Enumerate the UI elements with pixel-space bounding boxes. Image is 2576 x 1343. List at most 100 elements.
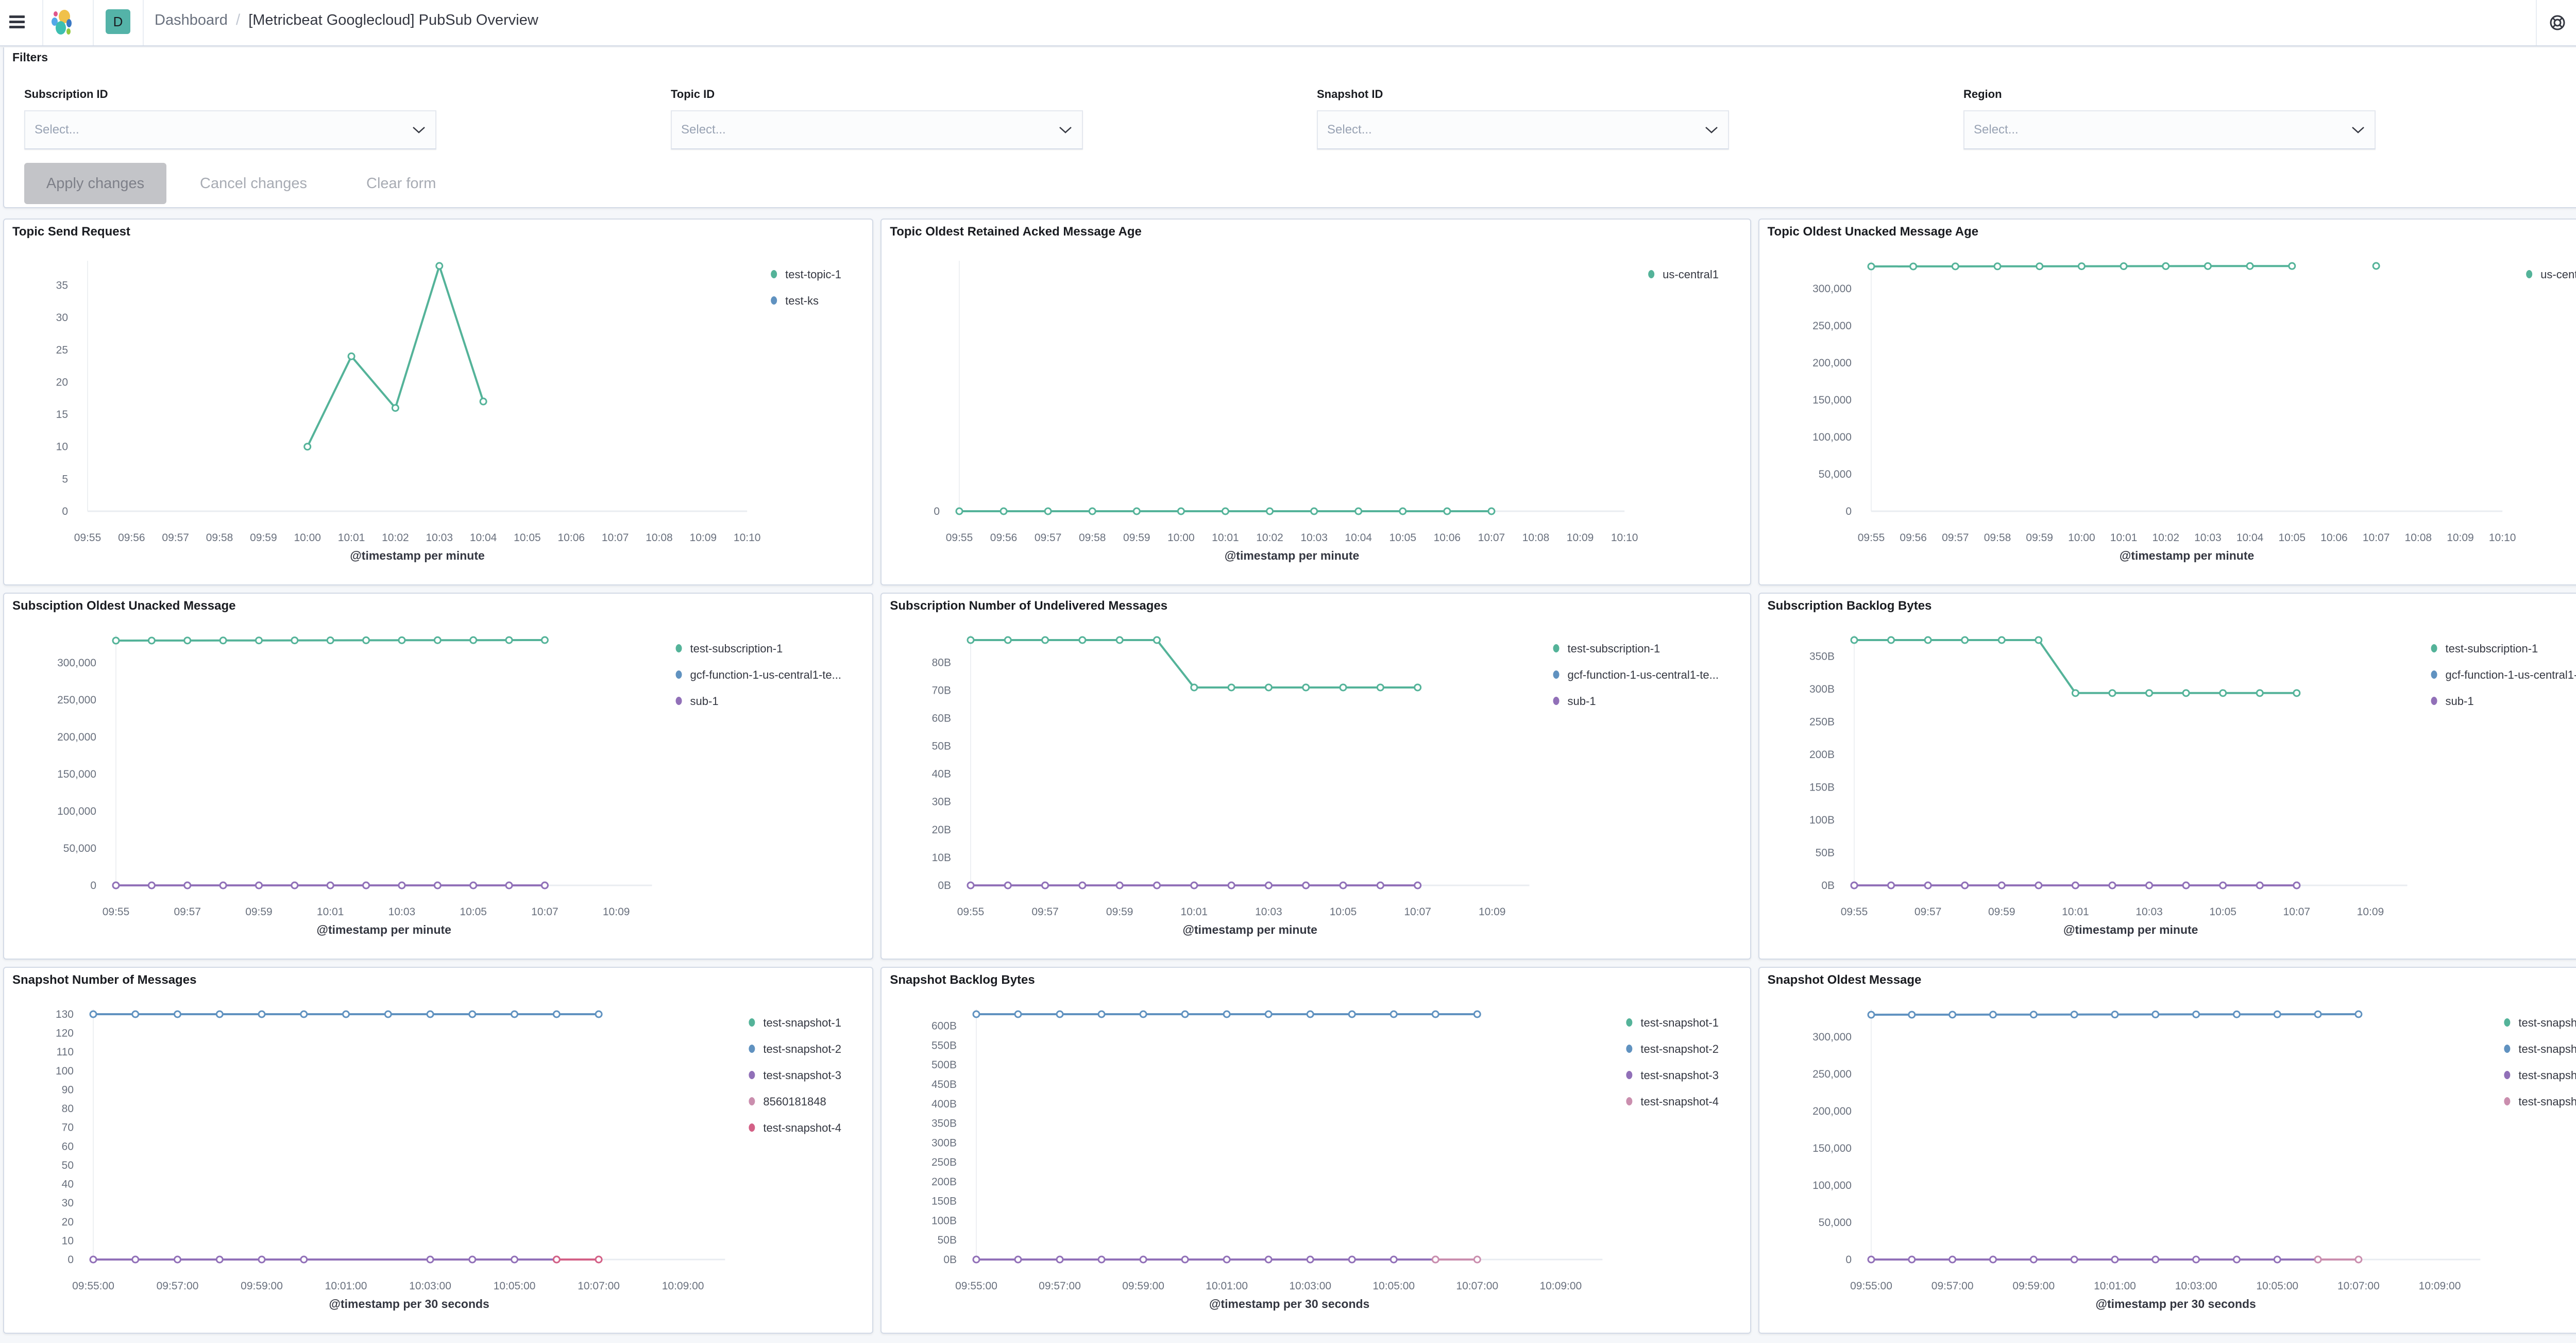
data-point[interactable] bbox=[1951, 262, 1959, 271]
data-point[interactable] bbox=[552, 1010, 561, 1018]
data-point[interactable] bbox=[1177, 507, 1185, 515]
data-point[interactable] bbox=[2314, 1010, 2322, 1018]
data-point[interactable] bbox=[362, 636, 370, 644]
data-point[interactable] bbox=[1997, 636, 2006, 644]
data-point[interactable] bbox=[391, 404, 399, 412]
data-point[interactable] bbox=[2070, 1255, 2078, 1264]
data-point[interactable] bbox=[258, 1010, 266, 1018]
data-point[interactable] bbox=[1116, 881, 1124, 889]
data-point[interactable] bbox=[147, 636, 156, 645]
data-point[interactable] bbox=[89, 1255, 97, 1264]
data-point[interactable] bbox=[89, 1010, 97, 1018]
data-point[interactable] bbox=[511, 1010, 519, 1018]
legend-label[interactable]: test-topic-1 bbox=[785, 268, 841, 281]
data-point[interactable] bbox=[2314, 1255, 2322, 1264]
data-point[interactable] bbox=[2145, 881, 2153, 889]
data-point[interactable] bbox=[2108, 881, 2116, 889]
data-point[interactable] bbox=[2145, 689, 2153, 697]
data-point[interactable] bbox=[967, 881, 975, 889]
data-point[interactable] bbox=[1014, 1255, 1022, 1264]
data-point[interactable] bbox=[2108, 689, 2116, 697]
legend-label[interactable]: test-snapshot-1 bbox=[1641, 1016, 1719, 1029]
data-point[interactable] bbox=[112, 636, 120, 645]
data-point[interactable] bbox=[1265, 683, 1273, 692]
data-point[interactable] bbox=[1004, 636, 1012, 644]
data-point[interactable] bbox=[1004, 881, 1012, 889]
data-point[interactable] bbox=[303, 443, 312, 451]
data-point[interactable] bbox=[326, 636, 334, 645]
data-point[interactable] bbox=[505, 636, 513, 644]
data-point[interactable] bbox=[362, 881, 370, 889]
data-point[interactable] bbox=[1443, 507, 1451, 515]
data-point[interactable] bbox=[540, 881, 549, 889]
data-point[interactable] bbox=[2151, 1255, 2159, 1264]
data-point[interactable] bbox=[1432, 1255, 1440, 1264]
data-point[interactable] bbox=[1377, 683, 1385, 692]
data-point[interactable] bbox=[2273, 1010, 2281, 1018]
legend-label[interactable]: sub-1 bbox=[2445, 695, 2473, 708]
data-point[interactable] bbox=[1993, 262, 2002, 271]
data-point[interactable] bbox=[595, 1255, 603, 1264]
data-point[interactable] bbox=[1473, 1255, 1482, 1264]
data-point[interactable] bbox=[326, 881, 334, 889]
data-point[interactable] bbox=[1153, 636, 1161, 644]
data-point[interactable] bbox=[2192, 1010, 2200, 1018]
data-point[interactable] bbox=[342, 1010, 350, 1018]
legend-label[interactable]: gcf-function-1-us-central1-te... bbox=[2445, 668, 2576, 681]
data-point[interactable] bbox=[955, 507, 963, 515]
data-point[interactable] bbox=[258, 1255, 266, 1264]
legend-label[interactable]: us-central1 bbox=[1663, 268, 1719, 281]
data-point[interactable] bbox=[1116, 636, 1124, 644]
data-point[interactable] bbox=[219, 881, 227, 889]
data-point[interactable] bbox=[1078, 881, 1087, 889]
legend-label[interactable]: test-snapshot-4 bbox=[2518, 1095, 2576, 1108]
data-point[interactable] bbox=[2035, 881, 2042, 889]
data-point[interactable] bbox=[2111, 1011, 2119, 1019]
data-point[interactable] bbox=[1264, 1010, 1273, 1018]
data-point[interactable] bbox=[967, 636, 975, 644]
data-point[interactable] bbox=[219, 636, 227, 645]
data-point[interactable] bbox=[2151, 1010, 2159, 1018]
data-point[interactable] bbox=[2071, 881, 2079, 889]
legend-label[interactable]: test-snapshot-2 bbox=[2518, 1043, 2576, 1055]
data-point[interactable] bbox=[1089, 507, 1097, 515]
data-point[interactable] bbox=[1960, 636, 1969, 644]
data-point[interactable] bbox=[1909, 262, 1917, 271]
data-point[interactable] bbox=[468, 1010, 477, 1018]
data-point[interactable] bbox=[433, 881, 442, 889]
data-point[interactable] bbox=[2029, 1255, 2038, 1264]
data-point[interactable] bbox=[291, 881, 299, 889]
data-point[interactable] bbox=[398, 636, 406, 644]
data-point[interactable] bbox=[1907, 1011, 1916, 1019]
data-point[interactable] bbox=[2273, 1255, 2281, 1264]
data-point[interactable] bbox=[469, 636, 478, 644]
space-avatar[interactable]: D bbox=[106, 9, 130, 34]
data-point[interactable] bbox=[972, 1255, 980, 1264]
data-point[interactable] bbox=[2182, 881, 2190, 889]
data-point[interactable] bbox=[1310, 507, 1318, 515]
data-point[interactable] bbox=[1989, 1255, 1997, 1264]
data-point[interactable] bbox=[183, 881, 192, 889]
data-point[interactable] bbox=[435, 262, 444, 270]
data-point[interactable] bbox=[1264, 1255, 1273, 1264]
data-point[interactable] bbox=[300, 1010, 308, 1018]
apply-changes-button[interactable]: Apply changes bbox=[24, 163, 166, 204]
data-point[interactable] bbox=[2292, 881, 2300, 889]
data-point[interactable] bbox=[1014, 1010, 1022, 1018]
data-point[interactable] bbox=[1867, 1011, 1875, 1019]
legend-label[interactable]: test-snapshot-1 bbox=[763, 1016, 841, 1029]
subscription-id-select[interactable]: Select... bbox=[24, 110, 436, 149]
data-point[interactable] bbox=[1097, 1255, 1106, 1264]
data-point[interactable] bbox=[505, 881, 513, 889]
data-point[interactable] bbox=[347, 352, 355, 360]
hamburger-menu-icon[interactable] bbox=[9, 15, 25, 29]
data-point[interactable] bbox=[2120, 262, 2128, 271]
data-point[interactable] bbox=[2256, 689, 2264, 697]
data-point[interactable] bbox=[183, 636, 192, 645]
data-point[interactable] bbox=[1887, 881, 1895, 889]
help-icon[interactable] bbox=[2547, 12, 2568, 33]
data-point[interactable] bbox=[1887, 636, 1895, 644]
legend-label[interactable]: test-subscription-1 bbox=[690, 642, 783, 655]
data-point[interactable] bbox=[1377, 881, 1385, 889]
data-point[interactable] bbox=[1223, 1010, 1231, 1018]
